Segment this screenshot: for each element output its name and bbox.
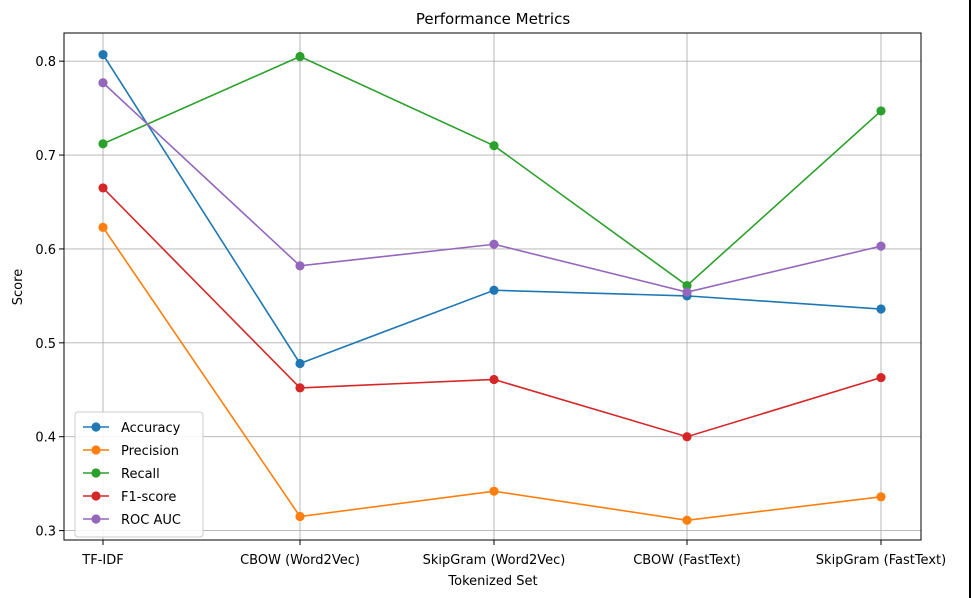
data-point xyxy=(98,49,108,60)
data-point xyxy=(98,183,108,193)
data-point xyxy=(98,78,108,88)
x-tick-label: SkipGram (FastText) xyxy=(816,553,946,568)
legend-marker xyxy=(91,445,101,455)
data-point xyxy=(876,492,886,502)
grid-lines xyxy=(64,33,921,540)
x-tick-label: SkipGram (Word2Vec) xyxy=(423,553,566,568)
y-tick-label: 0.6 xyxy=(35,243,56,258)
data-point xyxy=(295,511,305,522)
window-edge xyxy=(969,0,971,598)
data-point xyxy=(295,383,305,393)
legend-marker xyxy=(91,514,101,524)
data-point xyxy=(295,358,305,369)
series-recall xyxy=(98,51,886,291)
legend-label: Precision xyxy=(121,444,179,459)
data-point xyxy=(876,304,886,314)
legend-marker xyxy=(91,491,101,501)
series-line xyxy=(102,82,882,293)
data-point xyxy=(295,51,305,62)
series-line xyxy=(102,226,882,522)
data-point xyxy=(876,241,886,251)
data-point xyxy=(876,372,886,383)
legend-label: ROC AUC xyxy=(121,513,181,528)
y-tick-label: 0.8 xyxy=(35,55,56,70)
data-point xyxy=(295,261,305,271)
legend: Accuracy Precision Recall F1-score ROC AUC xyxy=(74,411,204,538)
y-tick-label: 0.3 xyxy=(35,525,56,540)
x-tick-label: TF-IDF xyxy=(81,553,123,568)
data-point xyxy=(682,287,692,297)
x-tick-label: CBOW (Word2Vec) xyxy=(240,553,360,568)
data-point xyxy=(876,106,886,116)
data-point xyxy=(682,432,692,442)
legend-item: Recall xyxy=(83,467,160,482)
data-point xyxy=(489,285,499,295)
y-tick-label: 0.4 xyxy=(35,431,56,446)
data-point xyxy=(489,486,499,496)
data-point xyxy=(489,239,499,249)
series-line xyxy=(102,54,882,365)
y-tick-label: 0.5 xyxy=(35,337,56,352)
legend-marker xyxy=(91,468,101,478)
data-point xyxy=(682,515,692,525)
x-axis-label: Tokenized Set xyxy=(447,574,537,589)
legend-item: Precision xyxy=(83,444,179,459)
series-f1-score xyxy=(98,183,886,442)
y-axis-label: Score xyxy=(11,269,26,305)
y-tick-label: 0.7 xyxy=(35,149,56,164)
legend-label: Recall xyxy=(121,467,160,482)
series-accuracy xyxy=(98,49,886,369)
series-line xyxy=(102,55,882,287)
plot-area-frame xyxy=(63,32,922,541)
data-series xyxy=(98,49,886,525)
legend-item: ROC AUC xyxy=(83,513,181,528)
legend-marker xyxy=(91,422,101,432)
legend-label: F1-score xyxy=(121,490,176,505)
legend-item: F1-score xyxy=(83,490,176,505)
legend-box xyxy=(74,411,204,538)
data-point xyxy=(489,374,499,385)
legend-item: Accuracy xyxy=(83,421,181,436)
series-roc-auc xyxy=(98,78,886,297)
legend-label: Accuracy xyxy=(121,421,181,436)
data-point xyxy=(98,139,108,149)
chart-title: Performance Metrics xyxy=(416,10,570,28)
x-tick-label: CBOW (FastText) xyxy=(633,553,741,568)
data-point xyxy=(489,141,499,151)
axis-ticks: 0.3 0.4 0.5 0.6 0.7 0.8 TF-IDF CBOW (Word2Vec) S… xyxy=(35,55,946,568)
data-point xyxy=(682,280,692,291)
data-point xyxy=(98,222,108,232)
series-precision xyxy=(98,222,886,525)
